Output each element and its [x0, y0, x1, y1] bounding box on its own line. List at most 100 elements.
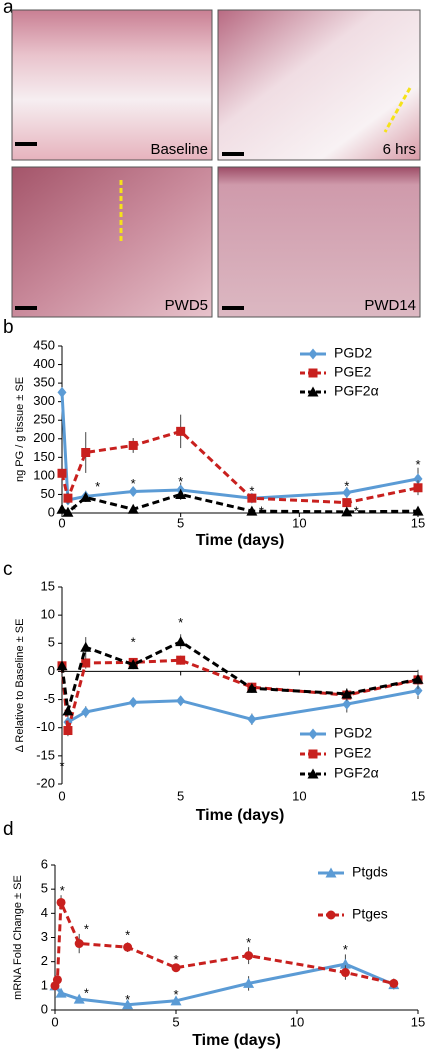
- image-label: Baseline: [150, 141, 208, 158]
- significance-mark: *: [95, 479, 100, 494]
- point: [246, 682, 258, 693]
- point: [52, 975, 62, 985]
- y-tick-label: 150: [33, 449, 55, 464]
- significance-mark: *: [173, 952, 178, 967]
- legend-marker: [325, 867, 337, 878]
- image-frame: [217, 166, 421, 318]
- histology-image: 6 hrs: [217, 9, 421, 161]
- point: [246, 505, 258, 516]
- significance-mark: *: [246, 935, 251, 950]
- y-tick-label: -15: [36, 747, 55, 762]
- significance-mark: *: [354, 504, 359, 519]
- point: [176, 655, 186, 665]
- legend-marker: [308, 368, 318, 378]
- x-axis-title: Time (days): [196, 807, 285, 824]
- point: [175, 636, 187, 647]
- panel-letter: c: [3, 559, 13, 580]
- histology-image: PWD14: [217, 166, 421, 318]
- x-tick-label: 5: [177, 788, 184, 803]
- significance-mark: *: [84, 922, 89, 937]
- point: [170, 995, 182, 1006]
- significance-mark: *: [131, 635, 136, 650]
- point: [128, 696, 138, 708]
- x-tick-label: 10: [292, 788, 306, 803]
- significance-mark: *: [84, 986, 89, 1001]
- y-tick-label: 5: [48, 635, 55, 650]
- point: [342, 498, 352, 508]
- y-tick-label: 2: [41, 953, 48, 968]
- point: [413, 685, 423, 697]
- y-axis-title: Δ Relative to Baseline ± SE: [14, 619, 26, 753]
- significance-mark: *: [178, 474, 183, 489]
- point: [171, 963, 181, 973]
- measure-line: [383, 87, 412, 133]
- point: [413, 483, 423, 493]
- panel-letter: d: [3, 819, 14, 840]
- x-tick-label: 10: [290, 1014, 304, 1029]
- legend-label: Ptgds: [352, 864, 388, 880]
- point: [413, 473, 423, 485]
- point: [122, 999, 134, 1010]
- point: [81, 658, 91, 668]
- x-tick-label: 15: [411, 515, 425, 530]
- point: [175, 488, 187, 499]
- series: [60, 634, 419, 717]
- point: [243, 977, 255, 988]
- y-axis-title: ng PG / g tissue ± SE: [14, 377, 26, 482]
- scale-bar: [15, 306, 37, 310]
- series-line: [60, 429, 419, 505]
- significance-mark: *: [131, 476, 136, 491]
- y-tick-label: 100: [33, 467, 55, 482]
- x-tick-label: 15: [411, 788, 425, 803]
- series-line: [60, 639, 419, 712]
- series: [67, 682, 419, 728]
- y-tick-label: 250: [33, 412, 55, 427]
- y-tick-label: 350: [33, 375, 55, 390]
- legend-marker: [307, 386, 319, 397]
- point: [247, 493, 257, 503]
- significance-mark: *: [125, 992, 130, 1007]
- point: [56, 897, 66, 907]
- legend-label: PGE2: [334, 364, 372, 380]
- histology-image: Baseline: [11, 9, 213, 161]
- x-tick-label: 0: [58, 515, 65, 530]
- y-tick-label: 200: [33, 430, 55, 445]
- y-tick-label: 15: [41, 578, 55, 593]
- series-line: [67, 689, 419, 724]
- y-tick-label: 0: [41, 1001, 48, 1016]
- scale-bar: [222, 306, 244, 310]
- point: [127, 503, 139, 514]
- point: [128, 485, 138, 497]
- point: [57, 468, 67, 478]
- image-label: PWD14: [364, 297, 416, 314]
- point: [244, 951, 254, 961]
- histology-image: PWD5: [11, 166, 213, 318]
- y-tick-label: 3: [41, 929, 48, 944]
- point: [128, 440, 138, 450]
- series: [53, 954, 395, 1007]
- legend-label: Ptges: [352, 906, 388, 922]
- point: [80, 641, 92, 652]
- point: [62, 506, 74, 517]
- series-line: [61, 492, 419, 515]
- legend-label: PGE2: [334, 745, 372, 761]
- point: [74, 939, 84, 949]
- image-label: 6 hrs: [383, 141, 416, 158]
- y-tick-label: 450: [33, 337, 55, 352]
- panel-letter: a: [3, 0, 14, 18]
- point: [73, 993, 85, 1004]
- legend-label: PGF2α: [334, 765, 379, 781]
- significance-mark: *: [59, 759, 64, 774]
- legend-label: PGD2: [334, 345, 372, 361]
- image-frame: [11, 166, 213, 318]
- point: [342, 487, 352, 499]
- y-tick-label: 300: [33, 393, 55, 408]
- y-tick-label: 50: [41, 486, 55, 501]
- point: [176, 426, 186, 436]
- point: [62, 705, 74, 716]
- legend-marker: [308, 348, 318, 360]
- significance-mark: *: [343, 942, 348, 957]
- series-line: [60, 658, 419, 731]
- point: [63, 493, 73, 503]
